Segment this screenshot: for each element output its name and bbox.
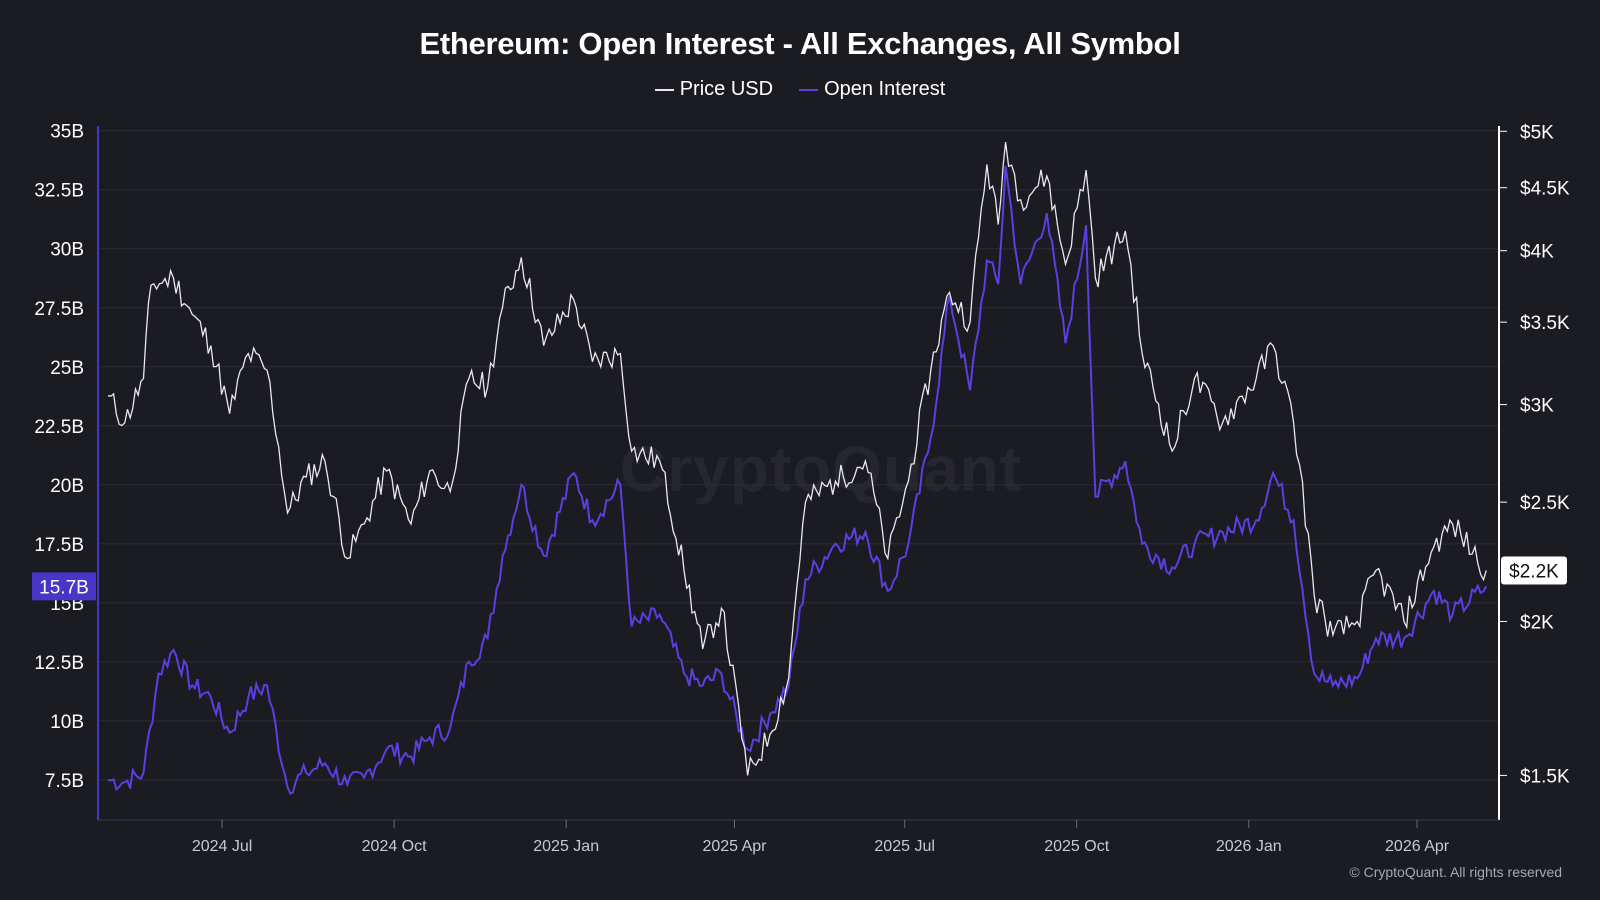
right-y-axis: $5K $4.5K $4K $3.5K $3K $2.5K $2K $1.5K bbox=[1499, 122, 1570, 787]
right-tick-label: $3K bbox=[1520, 396, 1554, 417]
current-open-interest-label: 15.7B bbox=[39, 577, 89, 598]
watermark: CryptoQuant bbox=[620, 433, 1023, 505]
left-tick-label: 20B bbox=[50, 476, 84, 497]
legend-label-price: Price USD bbox=[679, 78, 774, 100]
right-tick-label: $1.5K bbox=[1520, 766, 1570, 787]
open-interest-series-line bbox=[107, 165, 1488, 795]
current-open-interest-badge-bg bbox=[32, 572, 96, 601]
left-tick-label: 22.5B bbox=[34, 417, 84, 438]
right-tick-label: $2.5K bbox=[1520, 493, 1570, 514]
right-tick-label: $5K bbox=[1520, 122, 1554, 143]
left-tick-label: 25B bbox=[50, 358, 84, 379]
legend: Price USD Open Interest bbox=[0, 78, 1600, 101]
left-tick-label: 30B bbox=[50, 240, 84, 261]
x-axis: 2024 Jul 2024 Oct 2025 Jan 2025 Apr 2025 Jul… bbox=[192, 820, 1450, 855]
left-tick-label: 27.5B bbox=[34, 299, 84, 320]
left-tick-label: 12.5B bbox=[34, 653, 84, 674]
left-tick-label: 17.5B bbox=[34, 535, 84, 556]
legend-item-price[interactable]: Price USD bbox=[654, 78, 774, 101]
x-tick-label: 2025 Jul bbox=[874, 838, 935, 855]
x-tick-label: 2025 Oct bbox=[1044, 838, 1109, 855]
left-tick-label: 10B bbox=[50, 712, 84, 733]
right-tick-label: $4K bbox=[1520, 242, 1554, 263]
x-tick-label: 2024 Oct bbox=[362, 838, 427, 855]
current-open-interest-badge: 15.7B bbox=[32, 572, 96, 601]
legend-swatch-price bbox=[654, 88, 674, 91]
right-tick-label: $2K bbox=[1520, 612, 1554, 633]
chart-title: Ethereum: Open Interest - All Exchanges,… bbox=[419, 26, 1181, 61]
legend-item-open-interest[interactable]: Open Interest bbox=[799, 78, 945, 101]
left-tick-label: 35B bbox=[50, 122, 84, 143]
legend-label-open-interest: Open Interest bbox=[824, 78, 946, 100]
right-tick-label: $4.5K bbox=[1520, 179, 1570, 200]
current-price-badge-bg bbox=[1501, 556, 1567, 585]
left-y-axis: 35B32.5B30B27.5B25B22.5B20B17.5B15B12.5B… bbox=[34, 122, 84, 792]
left-tick-label: 32.5B bbox=[34, 181, 84, 202]
x-tick-label: 2025 Apr bbox=[702, 838, 767, 855]
left-tick-label: 7.5B bbox=[45, 771, 84, 792]
current-price-badge: $2.2K bbox=[1501, 556, 1567, 585]
x-tick-label: 2026 Apr bbox=[1385, 838, 1450, 855]
current-price-label: $2.2K bbox=[1509, 562, 1559, 583]
right-tick-label: $3.5K bbox=[1520, 313, 1570, 334]
legend-swatch-open-interest bbox=[799, 88, 819, 91]
copyright-notice: © CryptoQuant. All rights reserved bbox=[1349, 864, 1562, 880]
x-tick-label: 2024 Jul bbox=[192, 838, 253, 855]
x-tick-label: 2026 Jan bbox=[1216, 838, 1282, 855]
price-series-line bbox=[107, 142, 1487, 776]
x-tick-label: 2025 Jan bbox=[533, 838, 599, 855]
grid bbox=[98, 130, 1499, 781]
